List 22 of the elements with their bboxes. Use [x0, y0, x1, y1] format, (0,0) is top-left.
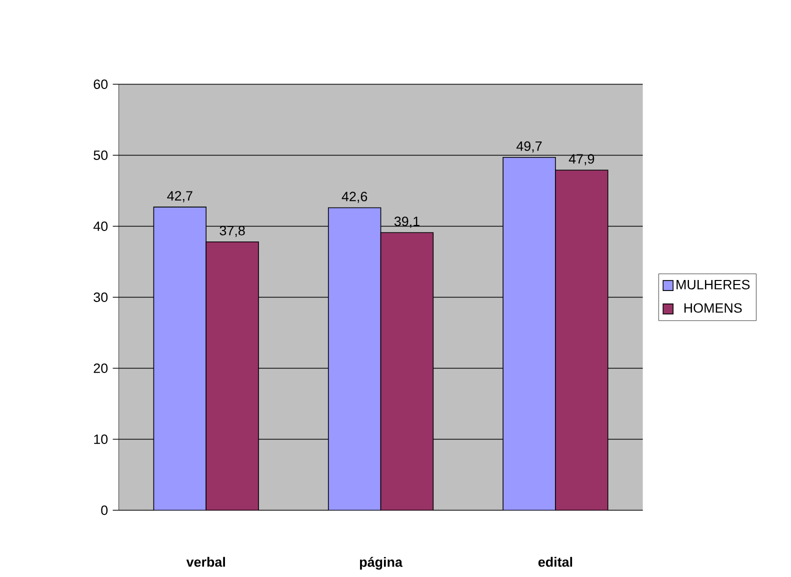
bar: [206, 241, 259, 510]
legend-label: HOMENS: [684, 303, 742, 313]
legend-label: MULHERES: [676, 280, 750, 290]
y-tick-label: 20: [94, 363, 108, 373]
bar: [153, 206, 207, 510]
bar: [502, 156, 556, 510]
bar: [555, 170, 608, 510]
y-tick-label: 40: [93, 221, 108, 231]
x-tick-label: edital: [538, 556, 572, 567]
bar: [328, 207, 382, 510]
y-tick-label: 50: [94, 150, 108, 160]
data-label: 49,7: [516, 141, 542, 152]
data-label: 39,1: [394, 216, 420, 228]
y-tick-label: 30: [94, 292, 108, 302]
x-tick-label: verbal: [186, 556, 225, 567]
x-tick-label: página: [360, 556, 403, 570]
y-tick-label: 60: [94, 79, 108, 89]
y-tick-label: 0: [101, 505, 108, 515]
bar: [380, 232, 434, 510]
y-tick-label: 10: [94, 434, 108, 444]
data-label: 42,6: [342, 192, 368, 203]
data-label: 42,7: [167, 191, 192, 202]
